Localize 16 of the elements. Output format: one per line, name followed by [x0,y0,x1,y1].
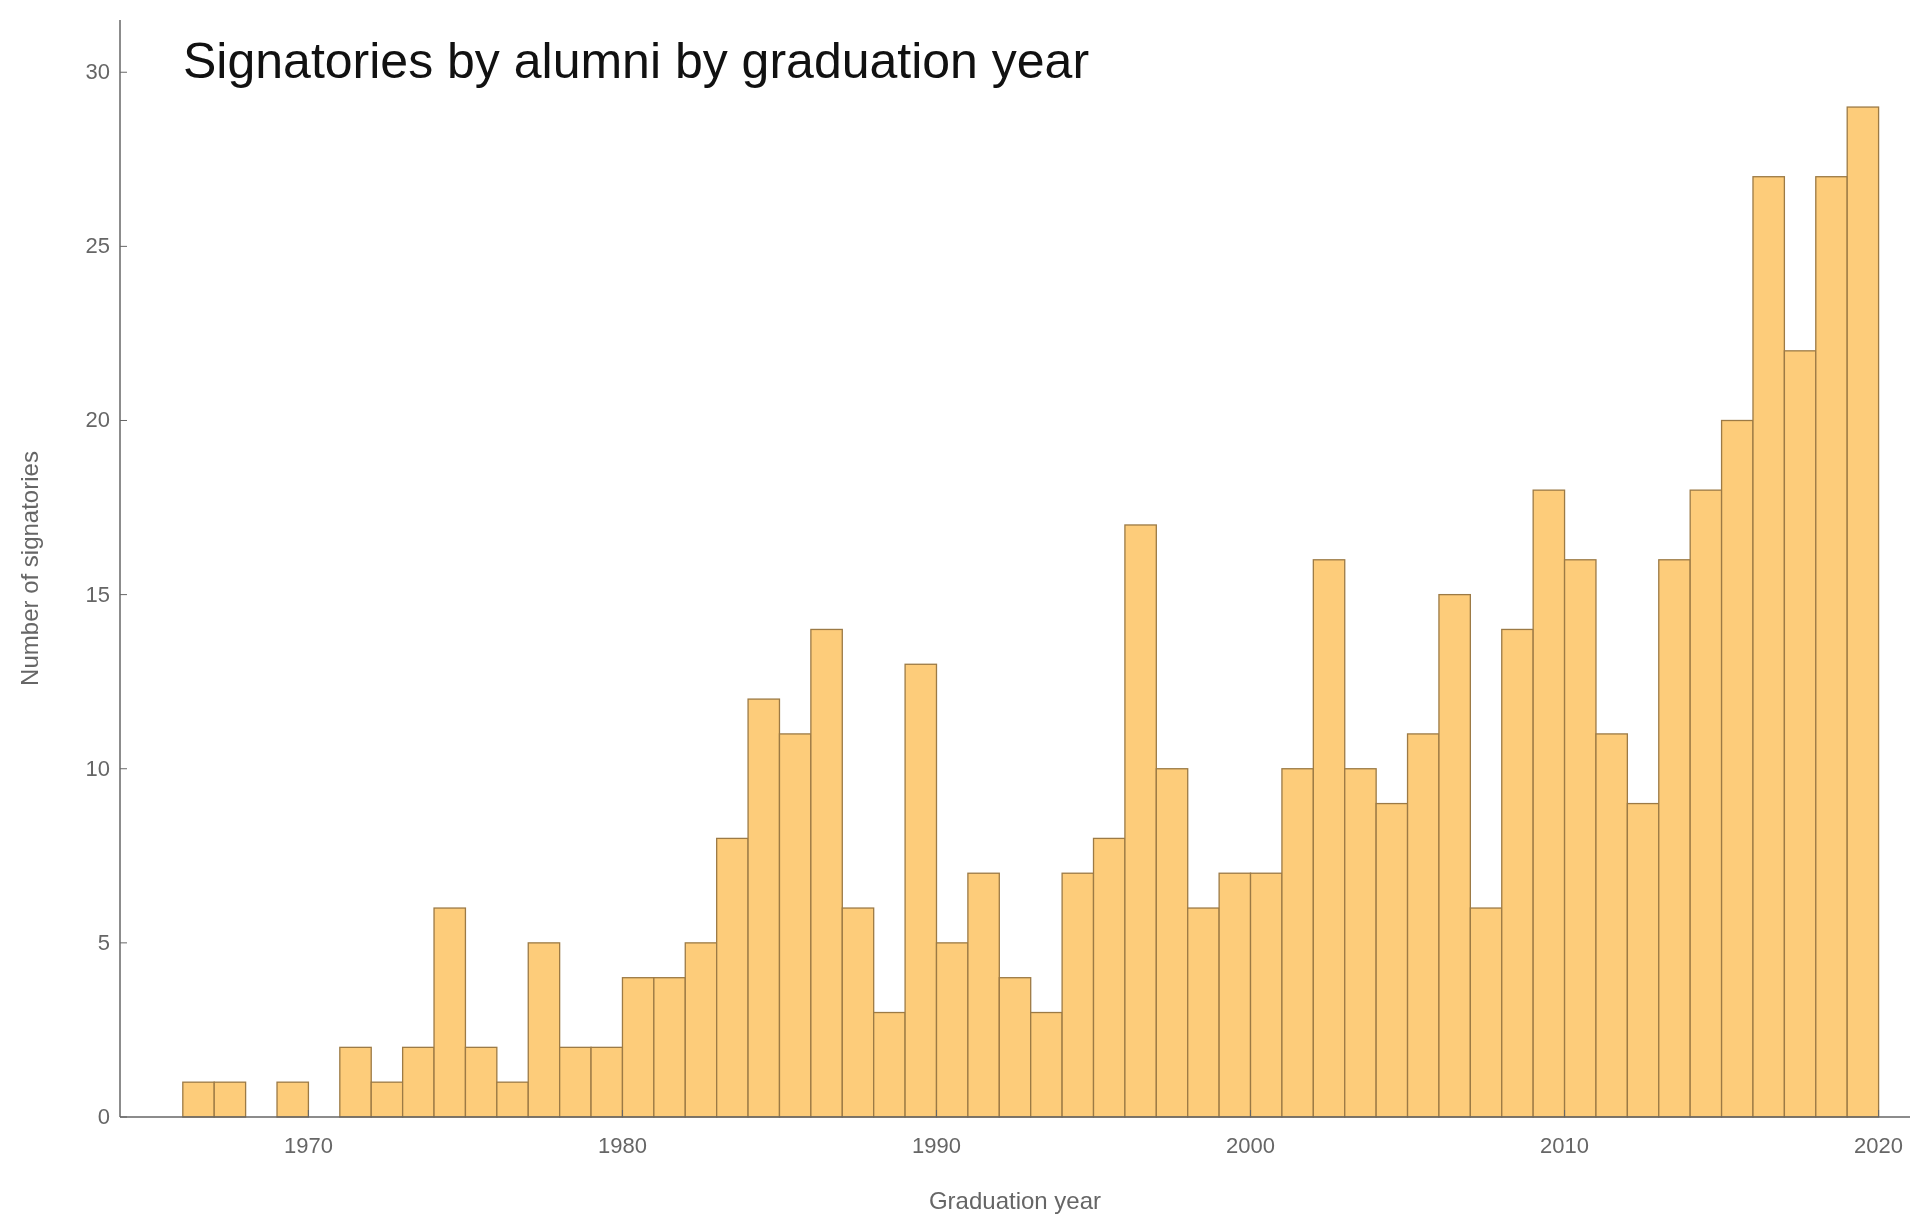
y-tick-label: 5 [97,929,110,955]
chart-title: Signatories by alumni by graduation year [183,33,1090,89]
x-tick-label: 2010 [1540,1133,1590,1158]
x-tick-label: 2000 [1226,1133,1275,1158]
y-axis-title: Number of signatories [16,451,43,686]
y-tick-label: 30 [85,59,110,85]
y-tick-label: 15 [85,581,110,607]
x-tick-label: 1970 [283,1133,333,1158]
y-tick-label: 10 [85,755,110,781]
x-tick-label: 1980 [597,1133,647,1158]
x-tick-label: 2020 [1854,1133,1904,1158]
y-tick-label: 0 [97,1104,110,1129]
x-tick-label: 1990 [912,1133,961,1158]
y-tick-label: 25 [85,233,110,259]
y-tick-label: 20 [85,407,110,433]
x-axis-title: Graduation year [928,1187,1102,1214]
